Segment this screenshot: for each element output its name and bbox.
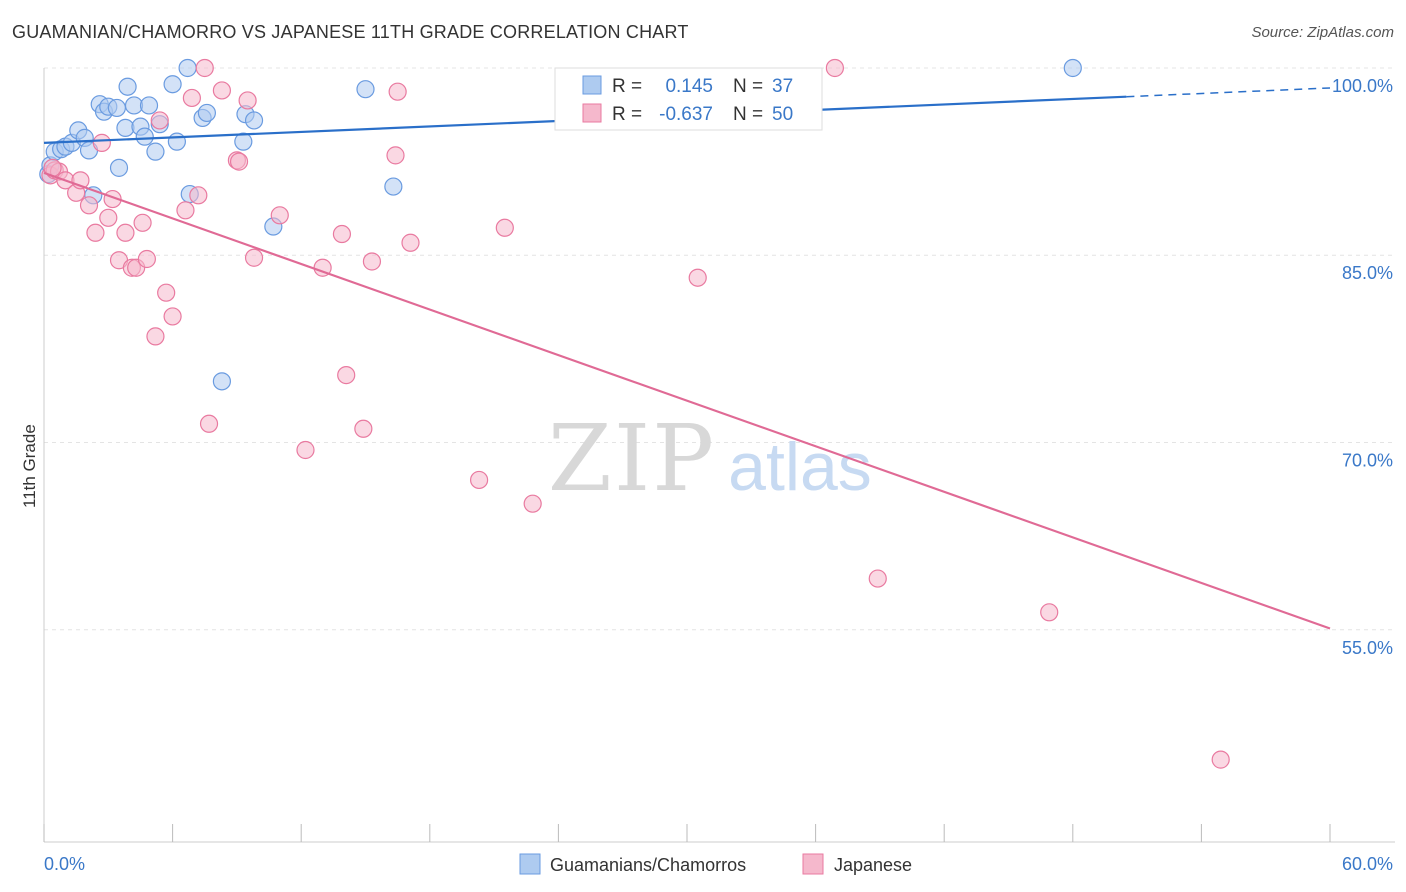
point-japanese xyxy=(137,249,156,269)
series-legend: Guamanians/Chamorros Japanese xyxy=(519,853,912,875)
point-guamanian xyxy=(167,132,186,151)
point-japanese xyxy=(523,494,542,513)
point-japanese xyxy=(116,223,135,242)
point-guamanian xyxy=(244,111,264,130)
legend-n-label-pink: N = xyxy=(733,104,763,125)
point-japanese xyxy=(386,146,405,165)
tick-labels: 100.0% 85.0% 70.0% 55.0% 0.0% 60.0% xyxy=(44,76,1393,874)
point-japanese xyxy=(362,252,382,271)
point-japanese xyxy=(296,440,315,460)
point-japanese xyxy=(354,419,373,438)
point-japanese xyxy=(163,307,182,326)
legend-n-value-blue: 37 xyxy=(772,76,793,97)
point-japanese xyxy=(238,91,257,110)
point-japanese xyxy=(92,133,111,152)
point-japanese xyxy=(244,248,264,267)
axes xyxy=(43,68,1395,843)
grid-lines xyxy=(44,67,1395,631)
point-japanese xyxy=(401,233,420,252)
point-japanese xyxy=(176,201,195,220)
point-japanese xyxy=(825,58,844,78)
point-guamanian xyxy=(146,142,165,161)
point-japanese xyxy=(1211,750,1230,769)
legend-r-label-pink: R = xyxy=(612,104,642,125)
source-label: Source: ZipAtlas.com xyxy=(1251,24,1394,41)
bottom-legend-blue-swatch xyxy=(519,853,541,875)
legend-r-value-pink: -0.637 xyxy=(659,104,713,125)
legend-n-label-blue: N = xyxy=(733,76,763,97)
x-tick-label: 0.0% xyxy=(44,854,85,874)
point-japanese xyxy=(688,268,707,287)
point-japanese xyxy=(86,223,105,242)
stats-legend: R = 0.145 N = 37 R = -0.637 N = 50 xyxy=(554,67,823,131)
point-japanese xyxy=(229,152,249,171)
point-guamanian xyxy=(384,177,403,196)
bottom-legend-guamanians: Guamanians/Chamorros xyxy=(550,855,746,875)
point-japanese xyxy=(337,365,356,385)
point-guamanian xyxy=(1063,58,1082,78)
point-japanese xyxy=(868,569,887,588)
point-japanese xyxy=(212,81,231,100)
point-japanese xyxy=(99,208,118,227)
point-japanese xyxy=(150,111,169,130)
point-japanese xyxy=(189,186,208,205)
point-japanese xyxy=(495,218,514,237)
point-japanese xyxy=(79,196,99,215)
legend-pink-swatch xyxy=(582,103,602,123)
point-japanese xyxy=(388,82,407,101)
watermark-zip: ZIP xyxy=(548,405,716,512)
watermark: ZIP atlas xyxy=(548,405,872,512)
bottom-legend-pink-swatch xyxy=(802,853,824,875)
point-japanese xyxy=(270,206,289,225)
point-japanese xyxy=(199,414,219,433)
chart-title: GUAMANIAN/CHAMORRO VS JAPANESE 11TH GRAD… xyxy=(12,22,689,42)
point-japanese xyxy=(1040,603,1059,622)
point-guamanian xyxy=(163,75,182,94)
legend-blue-swatch xyxy=(582,75,602,95)
point-guamanian xyxy=(197,103,216,123)
point-guamanian xyxy=(109,158,129,177)
point-guamanian xyxy=(135,127,154,146)
y-tick-label: 55.0% xyxy=(1342,638,1393,658)
trend-line-guamanian-extension xyxy=(1126,87,1331,98)
point-guamanian xyxy=(356,80,375,99)
point-guamanian xyxy=(139,96,159,115)
bottom-legend-japanese: Japanese xyxy=(834,855,912,875)
y-tick-label: 100.0% xyxy=(1332,76,1393,96)
series-japanese-points xyxy=(41,58,1230,769)
point-japanese xyxy=(195,58,214,78)
x-tick-label: 60.0% xyxy=(1342,854,1393,874)
point-guamanian xyxy=(234,132,253,151)
point-guamanian xyxy=(118,77,137,96)
legend-r-value-blue: 0.145 xyxy=(665,76,713,97)
legend-n-value-pink: 50 xyxy=(772,104,793,125)
point-japanese xyxy=(469,470,489,490)
y-tick-label: 85.0% xyxy=(1342,263,1393,283)
point-japanese xyxy=(146,327,165,346)
point-guamanian xyxy=(116,118,135,138)
point-japanese xyxy=(157,283,176,302)
point-guamanian xyxy=(178,58,197,78)
point-guamanian xyxy=(212,372,231,391)
point-japanese xyxy=(182,88,201,108)
y-axis-label: 11th Grade xyxy=(20,424,39,508)
y-tick-label: 70.0% xyxy=(1342,451,1393,471)
point-guamanian xyxy=(107,98,126,118)
point-japanese xyxy=(133,213,152,232)
legend-r-label-blue: R = xyxy=(612,76,642,97)
point-japanese xyxy=(332,224,352,244)
trend-line-japanese xyxy=(43,171,1331,630)
